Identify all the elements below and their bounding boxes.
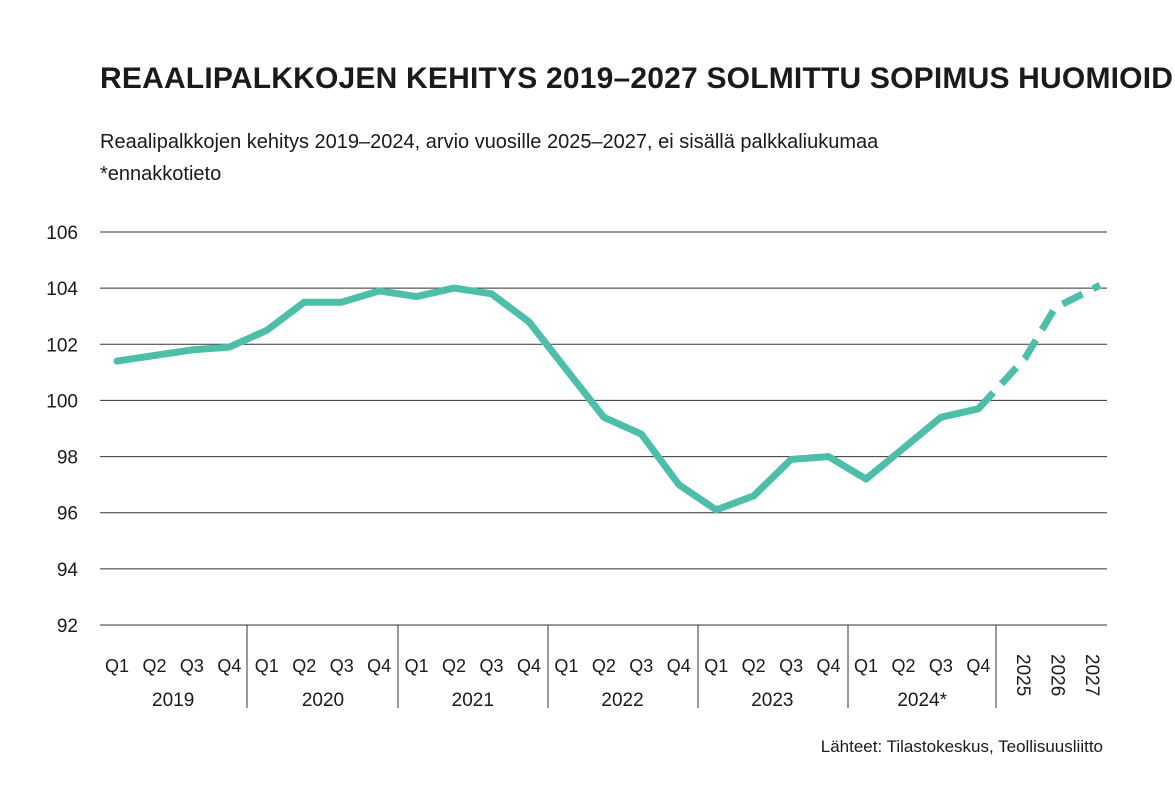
y-tick-label: 94 bbox=[57, 560, 79, 581]
quarter-label: Q1 bbox=[704, 656, 728, 676]
quarter-label: Q1 bbox=[854, 656, 878, 676]
quarter-label: Q2 bbox=[292, 656, 316, 676]
quarter-label: Q3 bbox=[180, 656, 204, 676]
y-axis-labels: 92 94 96 98 100 102 104 106 bbox=[46, 223, 78, 637]
gridlines bbox=[100, 231, 1107, 708]
quarter-label: Q4 bbox=[817, 656, 841, 676]
x-axis-labels: Q1 Q2 Q3 Q4 2019 Q1 Q2 Q3 Q4 2020 Q1 Q2 Q3 Q4 2021 Q1 Q2… bbox=[105, 654, 1102, 711]
y-tick-label: 98 bbox=[57, 448, 78, 469]
year-label: 2020 bbox=[302, 690, 344, 711]
quarter-label: Q2 bbox=[891, 656, 915, 676]
forecast-year-label: 2026 bbox=[1046, 654, 1067, 696]
quarter-label: Q2 bbox=[442, 656, 466, 676]
series-lines bbox=[113, 282, 1102, 514]
quarter-label: Q1 bbox=[105, 656, 129, 676]
quarter-label: Q3 bbox=[629, 656, 653, 676]
chart-title: REAALIPALKKOJEN KEHITYS 2019–2027 SOLMIT… bbox=[100, 62, 1175, 95]
y-tick-label: 92 bbox=[57, 616, 78, 637]
y-tick-label: 106 bbox=[46, 223, 78, 244]
forecast-year-label: 2027 bbox=[1081, 654, 1102, 696]
year-label: 2024* bbox=[897, 690, 947, 711]
forecast-year-label: 2025 bbox=[1012, 654, 1033, 696]
quarter-label: Q3 bbox=[479, 656, 503, 676]
source-note: Lähteet: Tilastokeskus, Teollisuusliitto bbox=[820, 737, 1103, 756]
quarter-label: Q4 bbox=[367, 656, 391, 676]
year-label: 2022 bbox=[601, 690, 643, 711]
forecast-line bbox=[975, 282, 1102, 412]
chart-subtitle: Reaalipalkkojen kehitys 2019–2024, arvio… bbox=[100, 126, 878, 190]
y-tick-label: 96 bbox=[57, 504, 78, 525]
quarter-label: Q4 bbox=[667, 656, 691, 676]
quarter-label: Q4 bbox=[966, 656, 990, 676]
subtitle-line-2: *ennakkotieto bbox=[100, 163, 222, 185]
quarter-label: Q1 bbox=[554, 656, 578, 676]
quarter-label: Q4 bbox=[517, 656, 541, 676]
subtitle-line-1: Reaalipalkkojen kehitys 2019–2024, arvio… bbox=[100, 131, 879, 153]
quarter-label: Q3 bbox=[330, 656, 354, 676]
y-tick-label: 104 bbox=[46, 279, 78, 300]
quarter-label: Q1 bbox=[255, 656, 279, 676]
quarter-label: Q3 bbox=[929, 656, 953, 676]
quarter-label: Q2 bbox=[742, 656, 766, 676]
quarter-label: Q2 bbox=[592, 656, 616, 676]
actual-line bbox=[113, 284, 982, 514]
quarter-label: Q4 bbox=[217, 656, 241, 676]
quarter-label: Q3 bbox=[779, 656, 803, 676]
quarter-label: Q2 bbox=[142, 656, 166, 676]
y-tick-label: 100 bbox=[46, 391, 78, 412]
quarter-label: Q1 bbox=[405, 656, 429, 676]
year-label: 2023 bbox=[751, 690, 793, 711]
year-label: 2021 bbox=[452, 690, 494, 711]
year-label: 2019 bbox=[152, 690, 194, 711]
y-tick-label: 102 bbox=[46, 335, 78, 356]
